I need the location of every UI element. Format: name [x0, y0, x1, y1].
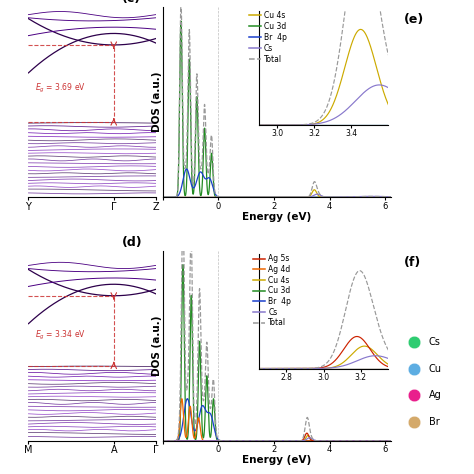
Y-axis label: DOS (a.u.): DOS (a.u.)	[152, 72, 162, 132]
Text: Cu: Cu	[429, 364, 442, 374]
Y-axis label: DOS (a.u.): DOS (a.u.)	[152, 316, 162, 376]
Legend: Ag 5s, Ag 4d, Cu 4s, Cu 3d, Br  4p, Cs, Total: Ag 5s, Ag 4d, Cu 4s, Cu 3d, Br 4p, Cs, T…	[253, 255, 291, 328]
Text: $E_g$ = 3.69 eV: $E_g$ = 3.69 eV	[35, 82, 86, 95]
Text: $E_g$ = 3.34 eV: $E_g$ = 3.34 eV	[35, 329, 86, 342]
Legend: Cu 4s, Cu 3d, Br  4p, Cs, Total: Cu 4s, Cu 3d, Br 4p, Cs, Total	[248, 11, 287, 64]
Text: Cs: Cs	[429, 337, 441, 347]
Text: (f): (f)	[404, 256, 421, 269]
Text: (d): (d)	[122, 236, 143, 249]
X-axis label: Energy (eV): Energy (eV)	[242, 456, 311, 465]
Text: Br: Br	[429, 417, 439, 427]
Text: Ag: Ag	[429, 390, 442, 400]
Text: (e): (e)	[404, 13, 424, 26]
X-axis label: Energy (eV): Energy (eV)	[242, 212, 311, 222]
Text: (c): (c)	[122, 0, 141, 5]
